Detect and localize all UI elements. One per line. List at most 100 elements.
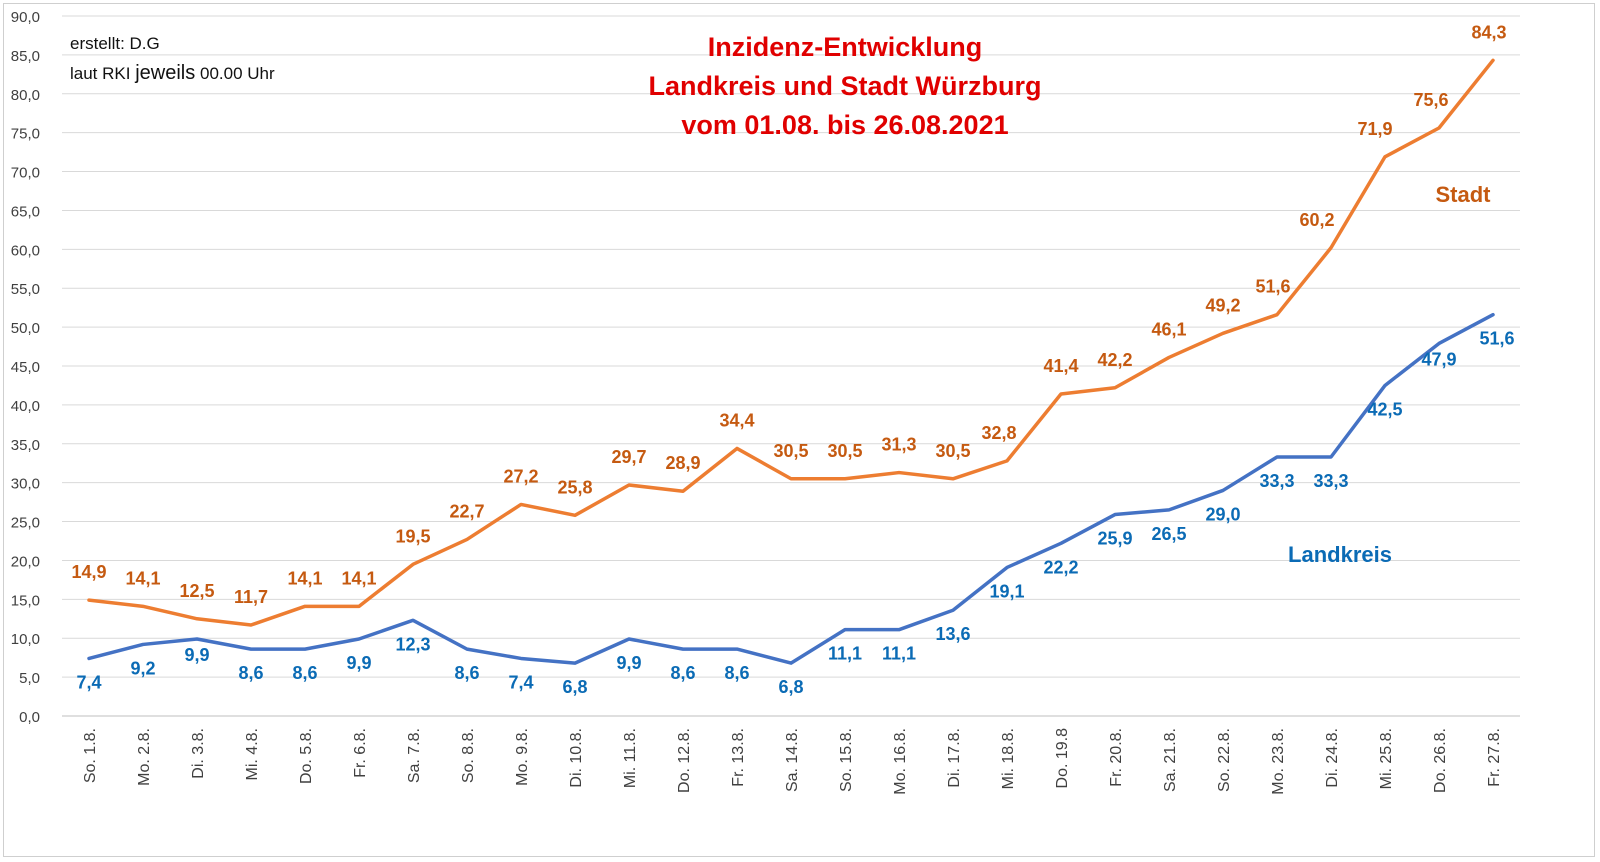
data-label-stadt: 49,2 [1205, 295, 1240, 315]
y-tick-label: 60,0 [11, 242, 40, 259]
data-label-stadt: 19,5 [395, 526, 430, 546]
data-label-landkreis: 9,9 [184, 645, 209, 665]
data-label-landkreis: 6,8 [562, 677, 587, 697]
x-tick-label: Mi. 11.8. [622, 728, 639, 788]
data-label-landkreis: 8,6 [670, 663, 695, 683]
data-label-landkreis: 26,5 [1151, 524, 1186, 544]
data-label-landkreis: 8,6 [238, 663, 263, 683]
y-tick-label: 0,0 [19, 709, 40, 726]
y-tick-label: 5,0 [19, 670, 40, 687]
y-tick-label: 75,0 [11, 126, 40, 143]
data-labels: 14,9 14,1 12,5 11,7 14,1 14,1 19,5 22,7 27,2 25,8… [71, 22, 1514, 697]
x-tick-label: Fr. 6.8. [352, 728, 369, 778]
y-tick-label: 45,0 [11, 359, 40, 376]
data-label-landkreis: 33,3 [1313, 471, 1348, 491]
source-note-time: 00.00 Uhr [199, 64, 275, 83]
data-label-stadt: 34,4 [719, 410, 754, 430]
data-label-stadt: 14,9 [71, 562, 106, 582]
data-label-stadt: 32,8 [981, 423, 1016, 443]
data-label-landkreis: 22,2 [1043, 557, 1078, 577]
data-label-stadt: 60,2 [1299, 210, 1334, 230]
x-tick-label: Fr. 27.8. [1486, 728, 1503, 787]
source-note-rki: laut RKI [70, 64, 131, 83]
data-label-landkreis: 8,6 [454, 663, 479, 683]
data-label-stadt: 25,8 [557, 477, 592, 497]
data-label-stadt: 31,3 [881, 435, 916, 455]
chart-title-line-2: Landkreis und Stadt Würzburg [648, 71, 1042, 101]
data-label-stadt: 28,9 [665, 453, 700, 473]
data-label-landkreis: 9,2 [130, 658, 155, 678]
series-line-landkreis [87, 312, 1495, 665]
y-tick-label: 90,0 [11, 9, 40, 26]
x-tick-label: So. 22.8. [1216, 728, 1233, 792]
y-tick-label: 80,0 [11, 87, 40, 104]
axes: 0,0 5,0 10,0 15,0 20,0 25,0 30,0 35,0 40,0 45,0 50… [11, 9, 1520, 795]
y-tick-label: 70,0 [11, 165, 40, 182]
chart-frame [3, 3, 1595, 857]
data-label-stadt: 30,5 [935, 441, 970, 461]
chart-title: Inzidenz-Entwicklung Landkreis und Stadt… [600, 28, 1090, 145]
x-tick-label: Di. 24.8. [1324, 728, 1341, 788]
x-tick-label: Mo. 23.8. [1270, 728, 1287, 795]
data-label-landkreis: 8,6 [292, 663, 317, 683]
x-tick-label: So. 15.8. [838, 728, 855, 792]
x-tick-label: Fr. 20.8. [1108, 728, 1125, 787]
data-label-landkreis: 25,9 [1097, 529, 1132, 549]
data-label-stadt: 11,7 [234, 587, 268, 607]
data-label-landkreis: 47,9 [1421, 349, 1456, 369]
data-label-stadt: 51,6 [1255, 277, 1290, 297]
data-label-landkreis: 8,6 [724, 663, 749, 683]
x-tick-label: Di. 17.8. [946, 728, 963, 788]
x-tick-label: Do. 5.8. [298, 728, 315, 784]
data-label-stadt: 71,9 [1357, 119, 1392, 139]
x-tick-label: Sa. 7.8. [406, 728, 423, 783]
x-tick-label: So. 1.8. [82, 728, 99, 783]
x-tick-label: Sa. 21.8. [1162, 728, 1179, 792]
x-tick-label: Mi. 18.8. [1000, 728, 1017, 789]
data-label-stadt: 22,7 [449, 501, 484, 521]
series-line-stadt [87, 58, 1495, 627]
y-tick-label: 15,0 [11, 592, 40, 609]
y-tick-label: 85,0 [11, 48, 40, 65]
x-tick-label: Do. 12.8. [676, 728, 693, 793]
x-tick-label: Do. 19.8 [1054, 728, 1071, 789]
data-label-landkreis: 51,6 [1479, 329, 1514, 349]
y-tick-label: 35,0 [11, 437, 40, 454]
data-label-stadt: 46,1 [1151, 319, 1186, 339]
y-tick-label: 30,0 [11, 476, 40, 493]
x-tick-label: Di. 3.8. [190, 728, 207, 779]
x-tick-label: Do. 26.8. [1432, 728, 1449, 793]
data-label-stadt: 27,2 [503, 466, 538, 486]
data-label-stadt: 14,1 [287, 568, 322, 588]
data-label-stadt: 41,4 [1043, 356, 1078, 376]
x-tick-label: So. 8.8. [460, 728, 477, 783]
data-label-landkreis: 7,4 [76, 672, 101, 692]
y-tick-label: 10,0 [11, 631, 40, 648]
chart-title-line-3: vom 01.08. bis 26.08.2021 [681, 110, 1009, 140]
data-label-stadt: 30,5 [773, 441, 808, 461]
x-tick-label: Mi. 25.8. [1378, 728, 1395, 789]
y-tick-label: 50,0 [11, 320, 40, 337]
y-tick-label: 40,0 [11, 398, 40, 415]
data-label-landkreis: 12,3 [395, 634, 430, 654]
series-lines [87, 58, 1495, 665]
data-label-landkreis: 7,4 [508, 672, 533, 692]
data-label-stadt: 30,5 [827, 441, 862, 461]
x-tick-label: Fr. 13.8. [730, 728, 747, 787]
x-tick-label: Mo. 2.8. [136, 728, 153, 786]
data-label-stadt: 29,7 [611, 447, 646, 467]
data-label-landkreis: 42,5 [1367, 399, 1402, 419]
x-tick-label: Di. 10.8. [568, 728, 585, 788]
chart-title-line-1: Inzidenz-Entwicklung [707, 32, 983, 62]
data-label-landkreis: 33,3 [1259, 471, 1294, 491]
source-note-jeweils: jeweils [135, 62, 196, 84]
x-tick-label: Mi. 4.8. [244, 728, 261, 780]
data-label-landkreis: 9,9 [616, 653, 641, 673]
data-label-landkreis: 11,1 [882, 644, 916, 664]
series-name-stadt: Stadt [1436, 182, 1492, 207]
x-tick-label: Sa. 14.8. [784, 728, 801, 792]
y-tick-label: 65,0 [11, 203, 40, 220]
created-by-note: erstellt: D.G [70, 34, 160, 53]
data-label-stadt: 14,1 [125, 568, 160, 588]
